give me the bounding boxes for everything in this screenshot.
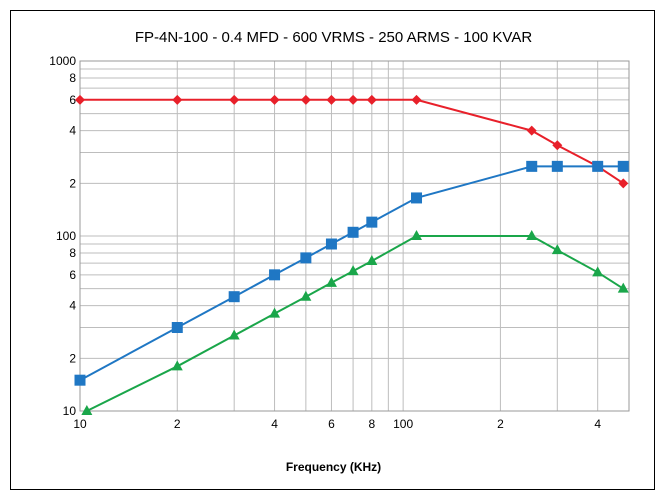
y-tick-label: 10: [63, 404, 77, 418]
series-2-point: [366, 216, 378, 228]
series-2-point: [592, 160, 604, 172]
series-layer: [74, 94, 629, 415]
x-tick-label: 2: [497, 417, 504, 431]
series-1-point: [172, 94, 183, 105]
series-3-point: [81, 405, 93, 415]
y-tick-label: 1000: [49, 54, 76, 68]
series-3-point: [526, 230, 538, 240]
x-tick-label: 100: [393, 417, 413, 431]
series-3-point: [300, 290, 312, 301]
series-3-point: [347, 265, 359, 276]
x-axis-title: Frequency (KHz): [285, 460, 382, 474]
series-2-point: [171, 322, 183, 334]
series-2-point: [325, 238, 337, 250]
series-1-point: [618, 178, 629, 189]
series-3-point: [592, 266, 604, 277]
series-2-point: [411, 192, 423, 204]
plot-border: [79, 60, 630, 412]
y-tick-label: 8: [69, 71, 76, 85]
plot-area: 10 2 4 6 8 100 2 4 6 8 1000 10 2 4 6 8 100 2 4: [49, 54, 630, 431]
series-1-point: [75, 94, 85, 105]
grid-layer: [79, 60, 630, 412]
x-tick-label: 4: [271, 417, 278, 431]
y-tick-label: 8: [69, 246, 76, 260]
series-1-point: [300, 94, 311, 105]
x-tick-label: 6: [328, 417, 335, 431]
series-1-point: [552, 140, 563, 151]
series-3-point: [228, 329, 240, 340]
y-tick-label: 6: [69, 268, 76, 282]
series-2-point: [269, 269, 281, 281]
y-tick-label: 4: [69, 124, 76, 138]
x-tick-label: 2: [174, 417, 181, 431]
series-2-point: [347, 226, 359, 238]
x-tick-label: 4: [594, 417, 601, 431]
y-tick-label: 100: [56, 229, 76, 243]
y-tick-label: 6: [69, 93, 76, 107]
series-1-point: [411, 94, 422, 105]
series-1-point: [229, 94, 240, 105]
series-3-point: [325, 276, 337, 287]
series-1-point: [526, 125, 537, 136]
series-1-point: [269, 94, 280, 105]
series-2-point: [526, 160, 538, 172]
series-3-point: [617, 282, 629, 293]
series-3-point: [269, 307, 281, 318]
series-2-point: [617, 160, 629, 172]
series-1-point: [326, 94, 337, 105]
series-2-point: [228, 291, 240, 303]
series-3-point: [411, 230, 423, 240]
series-2-point: [74, 374, 86, 386]
x-tick-label: 8: [368, 417, 375, 431]
y-tick-label: 2: [69, 176, 76, 190]
chart-title: FP-4N-100 - 0.4 MFD - 600 VRMS - 250 ARM…: [134, 29, 533, 46]
series-3-point: [171, 360, 183, 371]
series-3-point: [551, 244, 563, 255]
tick-layer: 10 2 4 6 8 100 2 4 6 8 1000 10 2 4 6 8 100 2 4: [49, 54, 601, 431]
chart-frame: FP-4N-100 - 0.4 MFD - 600 VRMS - 250 ARM…: [10, 10, 655, 490]
y-tick-label: 2: [69, 351, 76, 365]
series-3-point: [366, 254, 378, 265]
series-1-point: [366, 94, 377, 105]
series-1-point: [348, 94, 359, 105]
x-tick-label: 10: [73, 417, 87, 431]
series-3-line: [86, 235, 624, 412]
series-1-line: [80, 98, 624, 185]
y-tick-label: 4: [69, 299, 76, 313]
series-2-point: [300, 252, 312, 264]
series-2-point: [551, 160, 563, 172]
